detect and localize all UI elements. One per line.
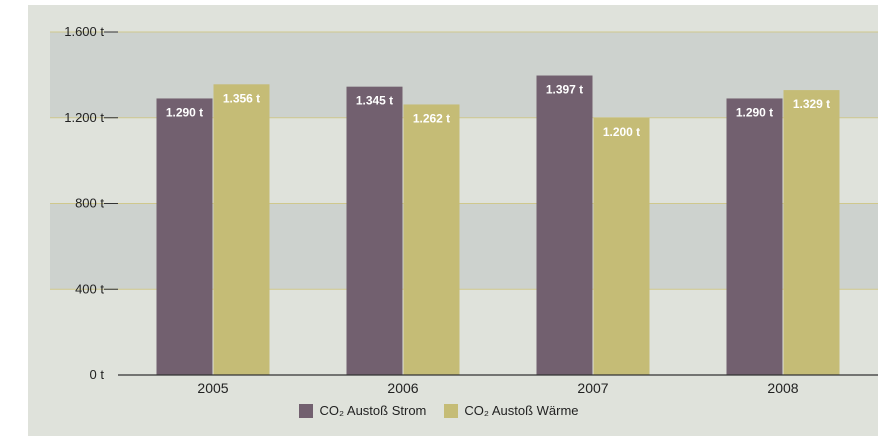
legend-item-waerme: CO₂ Austoß Wärme	[444, 403, 578, 418]
bar-waerme	[784, 90, 840, 375]
legend-label-waerme: CO₂ Austoß Wärme	[464, 403, 578, 418]
data-label-strom: 1.397 t	[546, 83, 583, 97]
data-label-strom: 1.290 t	[736, 105, 773, 119]
bar-chart: 0 t 400 t 800 t 1.200 t 1.600 t 1.290 t 1.356 …	[0, 0, 878, 400]
data-label-waerme: 1.262 t	[413, 111, 450, 125]
y-tick-label: 800 t	[75, 196, 104, 211]
bar-waerme	[594, 118, 650, 375]
y-tick-label: 400 t	[75, 281, 104, 296]
y-tick-label: 0 t	[90, 367, 105, 382]
bar-strom	[727, 98, 783, 375]
data-label-waerme: 1.356 t	[223, 91, 260, 105]
legend-swatch-strom	[299, 404, 313, 418]
data-label-waerme: 1.200 t	[603, 125, 640, 139]
bar-waerme	[214, 84, 270, 375]
bar-strom	[157, 98, 213, 375]
legend-label-strom: CO₂ Austoß Strom	[319, 403, 426, 418]
bar-strom	[537, 76, 593, 375]
x-category-label: 2005	[197, 380, 228, 396]
bar-waerme	[404, 104, 460, 375]
legend: CO₂ Austoß Strom CO₂ Austoß Wärme	[0, 403, 878, 418]
data-label-waerme: 1.329 t	[793, 97, 830, 111]
data-label-strom: 1.290 t	[166, 105, 203, 119]
legend-item-strom: CO₂ Austoß Strom	[299, 403, 426, 418]
legend-swatch-waerme	[444, 404, 458, 418]
x-category-label: 2006	[387, 380, 418, 396]
y-tick-label: 1.600 t	[64, 24, 104, 39]
y-tick-label: 1.200 t	[64, 110, 104, 125]
x-category-label: 2008	[767, 380, 798, 396]
x-category-label: 2007	[577, 380, 608, 396]
data-label-strom: 1.345 t	[356, 94, 393, 108]
bar-strom	[347, 87, 403, 375]
